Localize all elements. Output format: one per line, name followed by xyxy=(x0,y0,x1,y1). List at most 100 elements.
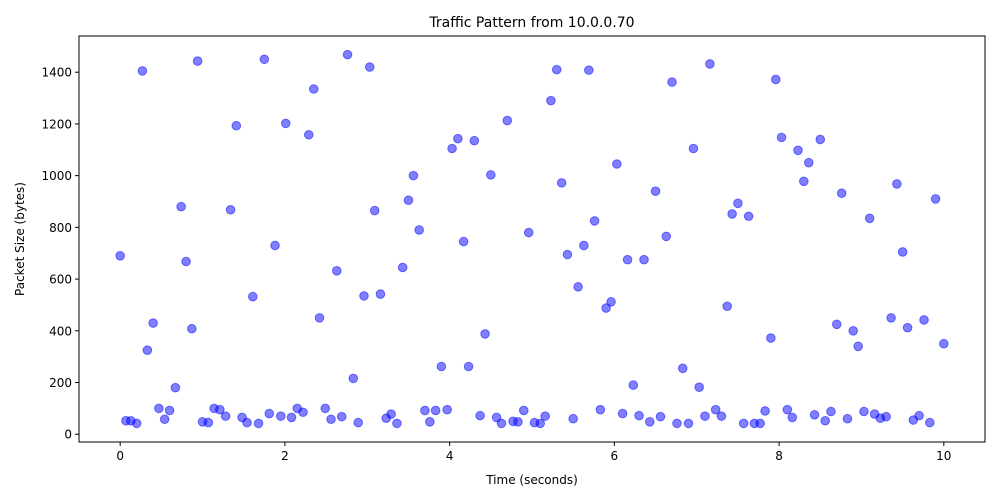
data-point xyxy=(359,291,369,301)
data-point xyxy=(771,74,781,85)
data-point xyxy=(573,282,583,292)
data-point xyxy=(137,66,148,76)
x-tick-label: 10 xyxy=(936,449,951,463)
data-point xyxy=(303,129,314,140)
data-point xyxy=(853,341,863,352)
data-point xyxy=(886,313,896,323)
data-point xyxy=(831,319,842,330)
data-point xyxy=(556,178,567,188)
data-point xyxy=(513,417,523,427)
data-point xyxy=(369,205,380,216)
data-point xyxy=(203,417,214,428)
data-point xyxy=(776,132,787,143)
data-point xyxy=(738,418,749,429)
y-tick-label: 1200 xyxy=(41,117,72,131)
data-point xyxy=(264,408,275,419)
y-tick-label: 1000 xyxy=(41,169,72,183)
y-axis-label: Packet Size (bytes) xyxy=(13,182,27,296)
data-point xyxy=(650,186,661,196)
data-point xyxy=(842,413,853,424)
data-point xyxy=(612,159,622,169)
data-point xyxy=(469,135,480,146)
plot-frame xyxy=(78,35,986,443)
data-point xyxy=(353,417,364,428)
data-point xyxy=(601,303,611,313)
data-point xyxy=(463,361,474,372)
y-tick-label: 800 xyxy=(49,221,72,235)
data-point xyxy=(375,289,386,299)
data-point xyxy=(314,313,325,323)
data-point xyxy=(253,418,264,429)
data-point xyxy=(939,338,949,349)
data-point xyxy=(326,414,336,425)
data-point xyxy=(242,417,252,428)
data-point xyxy=(595,404,606,415)
data-point xyxy=(496,418,507,429)
data-point xyxy=(170,382,181,393)
data-point xyxy=(475,410,485,421)
data-point xyxy=(414,225,424,235)
data-point xyxy=(518,405,529,416)
data-point xyxy=(502,115,513,126)
data-point xyxy=(826,406,836,417)
data-point xyxy=(864,213,875,224)
data-point xyxy=(131,418,142,429)
data-point xyxy=(480,329,490,339)
data-point xyxy=(386,409,396,419)
data-point xyxy=(192,56,203,66)
data-point xyxy=(848,326,859,336)
data-point xyxy=(881,411,891,422)
data-point xyxy=(836,188,847,199)
data-point xyxy=(930,194,941,204)
data-point xyxy=(710,404,721,415)
data-point xyxy=(892,179,902,189)
data-point xyxy=(320,403,331,414)
data-point xyxy=(815,134,826,145)
data-point xyxy=(677,363,688,374)
x-axis-label: Time (seconds) xyxy=(485,473,578,487)
x-axis: 0 2 4 6 8 10 xyxy=(116,442,951,463)
data-point xyxy=(348,373,359,384)
data-point xyxy=(486,170,496,180)
data-point xyxy=(458,236,469,247)
data-point xyxy=(403,195,414,206)
data-point xyxy=(727,209,737,219)
data-point xyxy=(442,404,452,415)
y-tick-label: 1400 xyxy=(41,66,72,80)
data-point xyxy=(364,62,375,72)
data-point xyxy=(551,64,562,75)
data-point xyxy=(820,415,831,426)
data-point xyxy=(639,254,649,265)
data-point xyxy=(902,322,913,333)
data-point xyxy=(215,404,225,415)
data-point xyxy=(298,407,308,418)
y-tick-label: 600 xyxy=(49,273,72,287)
data-point xyxy=(914,410,924,421)
data-point xyxy=(803,157,814,168)
data-point xyxy=(766,333,776,343)
x-tick-label: 8 xyxy=(775,449,783,463)
x-tick-label: 6 xyxy=(611,449,619,463)
data-point xyxy=(436,361,447,372)
data-point xyxy=(568,413,578,424)
data-point xyxy=(164,405,175,416)
data-point xyxy=(694,382,705,392)
data-point xyxy=(733,198,743,209)
data-point xyxy=(925,417,935,428)
data-point xyxy=(392,418,402,429)
y-tick-label: 0 xyxy=(64,428,72,442)
data-point xyxy=(622,254,633,265)
data-point xyxy=(661,231,672,242)
data-point xyxy=(115,251,125,261)
data-point xyxy=(859,406,869,417)
data-point xyxy=(275,411,286,421)
data-point xyxy=(809,410,820,420)
data-point xyxy=(700,411,710,421)
data-point xyxy=(225,204,236,215)
data-point xyxy=(760,406,770,416)
y-tick-label: 400 xyxy=(49,324,72,338)
x-tick-label: 2 xyxy=(281,449,289,463)
data-point xyxy=(617,408,628,419)
data-point xyxy=(154,403,164,414)
